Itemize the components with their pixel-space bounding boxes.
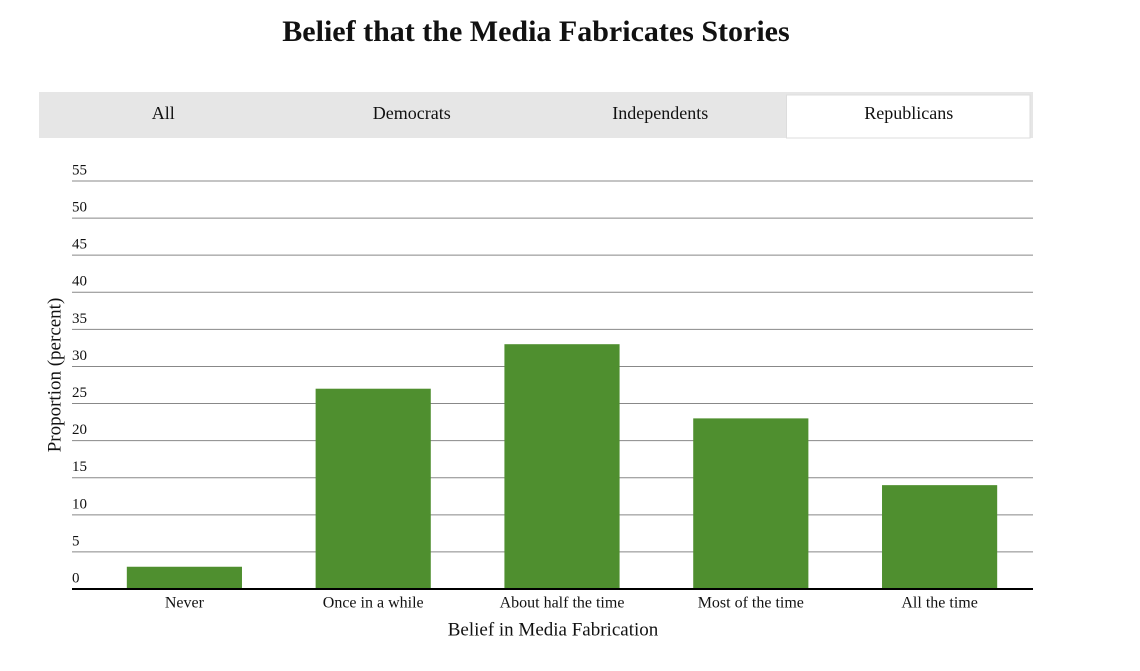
tab-label[interactable]: Republicans [864, 103, 953, 123]
y-tick-label: 55 [72, 162, 87, 178]
bar [504, 344, 620, 589]
y-tick-label: 20 [72, 422, 87, 438]
y-axis-label: Proportion (percent) [44, 298, 65, 453]
x-tick-label: Never [165, 595, 205, 612]
y-tick-label: 40 [72, 274, 87, 290]
y-tick-label: 35 [72, 311, 87, 327]
x-tick-label: Most of the time [698, 595, 804, 612]
bar [315, 388, 431, 589]
bar [882, 485, 998, 589]
y-tick-label: 50 [72, 200, 87, 216]
tab-active[interactable] [786, 94, 1031, 139]
bar [693, 418, 809, 589]
x-axis-label: Belief in Media Fabrication [448, 619, 659, 640]
tabs: All Democrats Independents Republicans [152, 94, 1031, 139]
y-tick-label: 30 [72, 348, 87, 364]
x-tick-label: All the time [901, 595, 977, 612]
tab-label[interactable]: Independents [612, 103, 708, 123]
x-tick-label: Once in a while [323, 595, 424, 612]
x-tick-label: About half the time [500, 595, 625, 612]
tab-label[interactable]: Democrats [373, 103, 451, 123]
chart-title: Belief that the Media Fabricates Stories [282, 15, 789, 48]
bar [126, 566, 242, 589]
y-tick-label: 45 [72, 237, 87, 253]
tab-label[interactable]: All [152, 103, 175, 123]
y-tick-label: 15 [72, 459, 87, 475]
y-tick-label: 5 [72, 533, 80, 549]
y-tick-label: 10 [72, 496, 87, 512]
y-tick-label: 0 [72, 570, 80, 586]
y-tick-label: 25 [72, 385, 87, 401]
